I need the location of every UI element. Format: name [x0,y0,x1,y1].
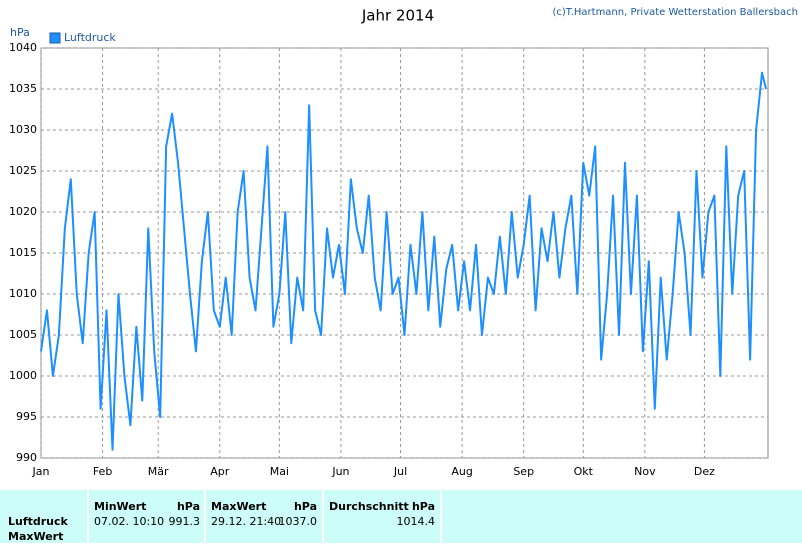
y-tick-label: 1035 [9,82,37,95]
y-tick-label: 995 [16,410,37,423]
y-tick-label: 1000 [9,369,37,382]
x-tick-label: Nov [634,465,656,478]
y-tick-label: 990 [16,451,37,464]
x-tick-label: Apr [210,465,230,478]
chart-title: Jahr 2014 [361,7,434,25]
x-tick-label: Dez [694,465,715,478]
column-header: Durchschnitt [329,500,409,513]
y-axis-label: hPa [10,26,30,39]
x-tick-label: Feb [93,465,112,478]
column-header: MinWert [94,500,146,513]
cell-value: 991.3 [169,515,201,528]
cell-value: 1037.0 [279,515,318,528]
y-tick-label: 1020 [9,205,37,218]
x-tick-label: Sep [513,465,534,478]
column-unit: hPa [412,500,435,513]
column-unit: hPa [294,500,317,513]
cell-value: 1014.4 [397,515,436,528]
data-line [40,71,767,451]
x-tick-label: Mai [270,465,289,478]
column-header: MaxWert [211,500,266,513]
stats-panel [0,490,802,543]
x-tick-label: Mär [148,465,169,478]
x-tick-label: Okt [574,465,594,478]
x-tick-label: Jan [32,465,50,478]
row-label: MaxWert [8,530,63,543]
y-tick-label: 1025 [9,164,37,177]
cell-time: 07.02. 10:10 [94,515,164,528]
x-tick-label: Aug [451,465,472,478]
legend-label: Luftdruck [64,31,116,44]
column-unit: hPa [177,500,200,513]
y-tick-label: 1030 [9,123,37,136]
row-label: Luftdruck [8,515,69,528]
y-tick-label: 1010 [9,287,37,300]
x-tick-label: Jul [393,465,407,478]
y-tick-label: 1005 [9,328,37,341]
legend-swatch [49,32,61,44]
credit: (c)T.Hartmann, Private Wetterstation Bal… [552,7,798,18]
cell-time: 29.12. 21:40 [211,515,281,528]
x-tick-label: Jun [331,465,349,478]
y-tick-label: 1015 [9,246,37,259]
y-tick-label: 1040 [9,41,37,54]
